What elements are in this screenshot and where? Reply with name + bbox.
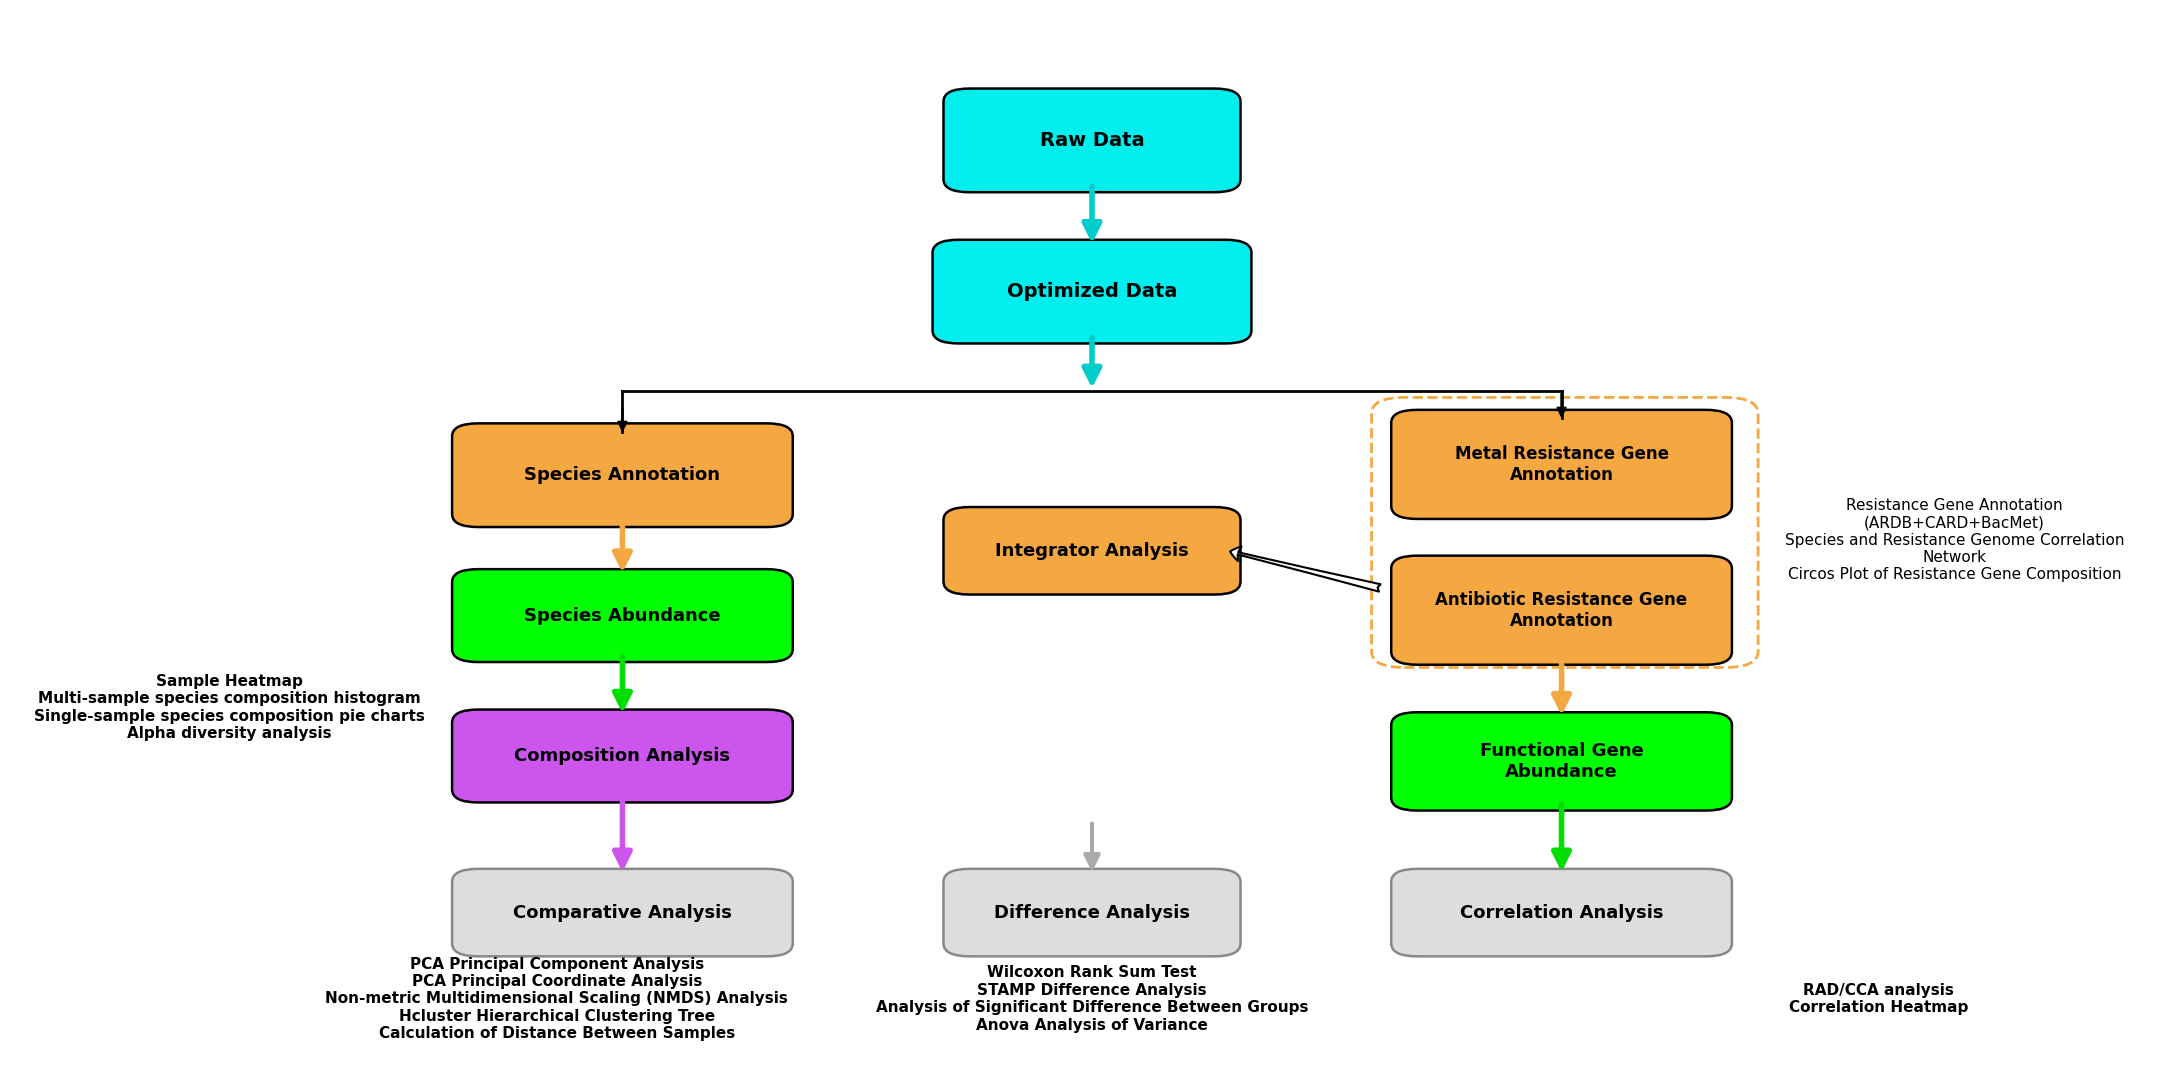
Text: Species Annotation: Species Annotation [524, 467, 721, 484]
FancyBboxPatch shape [452, 423, 793, 527]
Text: Metal Resistance Gene
Annotation: Metal Resistance Gene Annotation [1455, 445, 1669, 484]
Text: Correlation Analysis: Correlation Analysis [1459, 904, 1664, 921]
Text: Composition Analysis: Composition Analysis [515, 747, 729, 765]
FancyBboxPatch shape [452, 710, 793, 802]
Text: Resistance Gene Annotation
(ARDB+CARD+BacMet)
Species and Resistance Genome Corr: Resistance Gene Annotation (ARDB+CARD+Ba… [1784, 498, 2125, 582]
FancyBboxPatch shape [943, 868, 1241, 957]
Text: Optimized Data: Optimized Data [1007, 282, 1177, 301]
FancyBboxPatch shape [1391, 713, 1732, 810]
Text: Integrator Analysis: Integrator Analysis [996, 542, 1188, 559]
Text: Species Abundance: Species Abundance [524, 607, 721, 624]
FancyBboxPatch shape [1391, 868, 1732, 957]
FancyBboxPatch shape [1391, 555, 1732, 664]
FancyBboxPatch shape [1391, 409, 1732, 519]
Text: Difference Analysis: Difference Analysis [994, 904, 1190, 921]
FancyBboxPatch shape [933, 240, 1251, 343]
Text: Antibiotic Resistance Gene
Annotation: Antibiotic Resistance Gene Annotation [1435, 591, 1688, 630]
FancyBboxPatch shape [943, 89, 1241, 192]
FancyBboxPatch shape [452, 868, 793, 957]
Text: RAD/CCA analysis
Correlation Heatmap: RAD/CCA analysis Correlation Heatmap [1789, 983, 1968, 1015]
Text: PCA Principal Component Analysis
PCA Principal Coordinate Analysis
Non-metric Mu: PCA Principal Component Analysis PCA Pri… [325, 957, 788, 1041]
FancyBboxPatch shape [452, 569, 793, 662]
Text: Wilcoxon Rank Sum Test
STAMP Difference Analysis
Analysis of Significant Differe: Wilcoxon Rank Sum Test STAMP Difference … [876, 966, 1308, 1032]
Text: Comparative Analysis: Comparative Analysis [513, 904, 732, 921]
Text: Functional Gene
Abundance: Functional Gene Abundance [1481, 742, 1642, 781]
Text: Sample Heatmap
Multi-sample species composition histogram
Single-sample species : Sample Heatmap Multi-sample species comp… [35, 674, 424, 741]
Text: Raw Data: Raw Data [1040, 131, 1144, 150]
FancyBboxPatch shape [943, 508, 1241, 594]
